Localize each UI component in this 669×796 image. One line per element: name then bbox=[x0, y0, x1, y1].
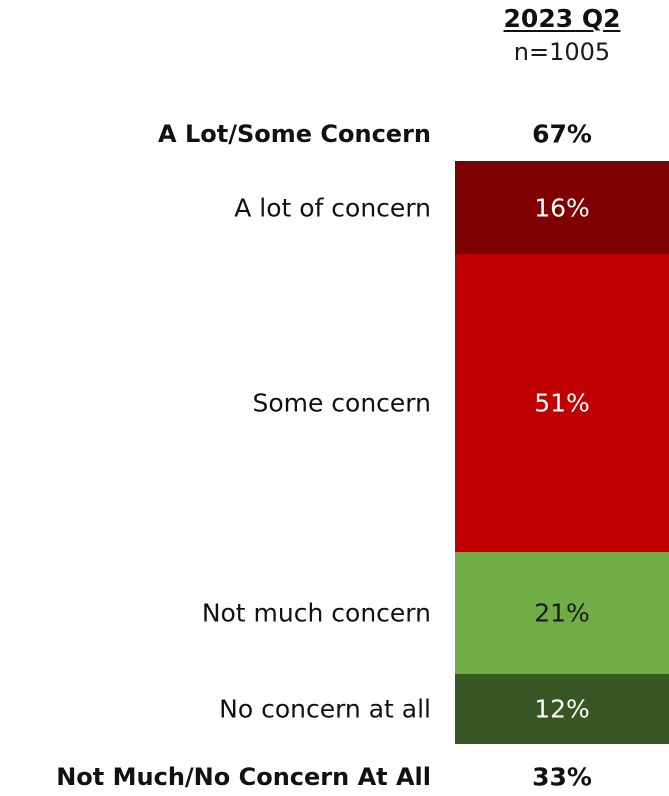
series-label: No concern at all bbox=[219, 694, 431, 724]
bar-segment: 21% bbox=[455, 551, 669, 675]
stacked-bar: 16% 51% 21% 12% bbox=[455, 161, 669, 744]
series-label: A lot of concern bbox=[234, 193, 431, 223]
net-bottom-value: 33% bbox=[532, 762, 592, 792]
series-label: Not much concern bbox=[201, 598, 431, 628]
net-bottom-label: Not Much/No Concern At All bbox=[56, 763, 431, 791]
bar-segment: 51% bbox=[455, 254, 669, 552]
column-header-period: 2023 Q2 bbox=[503, 4, 621, 33]
bar-segment: 16% bbox=[455, 161, 669, 255]
bar-segment-value-label: 16% bbox=[534, 193, 590, 223]
bar-segment-value-label: 21% bbox=[534, 598, 590, 628]
series-label: Some concern bbox=[252, 388, 431, 418]
bar-segment-value-label: 51% bbox=[534, 388, 590, 418]
net-top-label: A Lot/Some Concern bbox=[158, 120, 431, 148]
bar-segment-value-label: 12% bbox=[534, 694, 590, 724]
net-top-value: 67% bbox=[532, 119, 592, 149]
column-header-sample-size: n=1005 bbox=[513, 38, 611, 66]
bar-segment: 12% bbox=[455, 674, 669, 744]
